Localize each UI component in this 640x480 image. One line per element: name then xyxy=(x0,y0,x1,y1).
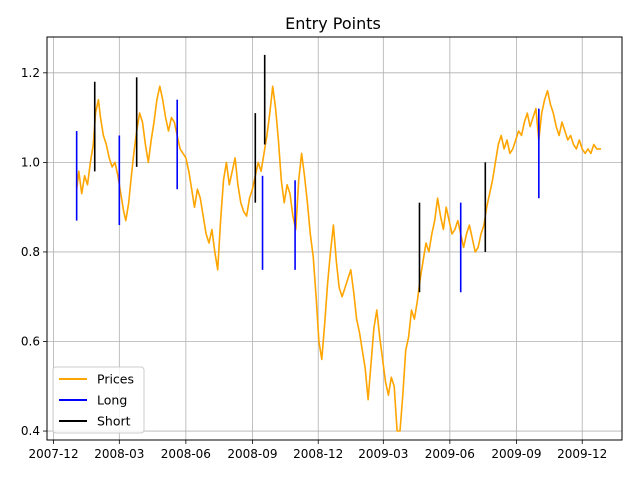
x-tick-label: 2007-12 xyxy=(28,447,78,461)
x-tick-label: 2008-09 xyxy=(227,447,277,461)
y-tick-label: 1.0 xyxy=(21,155,40,169)
x-tick-label: 2009-12 xyxy=(557,447,607,461)
x-tick-label: 2009-06 xyxy=(425,447,475,461)
legend-label-short: Short xyxy=(97,414,131,429)
plot-data xyxy=(75,54,601,432)
plot-frame xyxy=(46,36,623,441)
y-tick-label: 0.8 xyxy=(21,245,40,259)
series-line-prices xyxy=(75,85,601,432)
x-tick-label: 2009-03 xyxy=(358,447,408,461)
x-tick-label: 2008-03 xyxy=(94,447,144,461)
axes-ticks: 2007-12 2008-03 2008-06 2008-09 2008-12 2009-… xyxy=(21,66,607,461)
y-tick-label: 0.4 xyxy=(21,424,40,438)
x-tick-label: 2009-09 xyxy=(491,447,541,461)
legend-box xyxy=(52,366,145,434)
grid-lines xyxy=(47,37,622,440)
y-tick-label: 0.6 xyxy=(21,334,40,348)
legend-label-long: Long xyxy=(97,393,127,408)
legend-label-prices: Prices xyxy=(97,372,134,387)
chart-title: Entry Points xyxy=(285,14,381,33)
y-tick-label: 1.2 xyxy=(21,66,40,80)
x-tick-label: 2008-12 xyxy=(293,447,343,461)
x-tick-label: 2008-06 xyxy=(161,447,211,461)
legend: Prices Long Short xyxy=(52,366,145,434)
